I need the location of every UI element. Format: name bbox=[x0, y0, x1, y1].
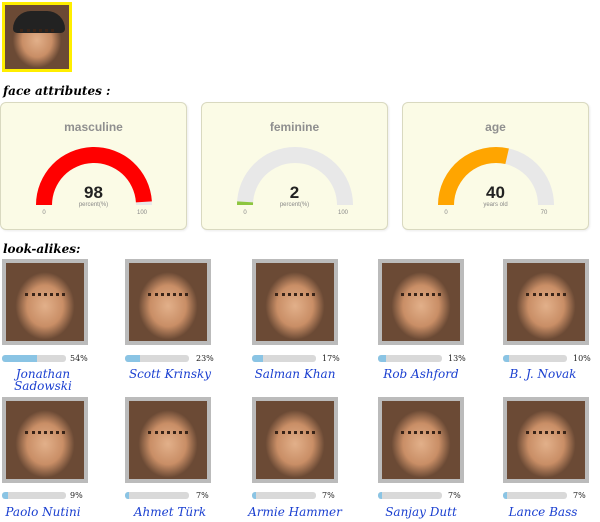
similarity-bar bbox=[252, 492, 316, 499]
gauge-unit: percent(%) bbox=[78, 202, 109, 208]
gauge-min: 0 bbox=[243, 210, 247, 216]
similarity-percent: 23% bbox=[196, 354, 214, 363]
similarity-bar bbox=[503, 355, 567, 362]
look-alike-name[interactable]: Lance Bass bbox=[508, 505, 578, 519]
look-alike-photo-4[interactable] bbox=[378, 259, 464, 345]
similarity-percent: 10% bbox=[573, 354, 591, 363]
look-alike-photo-3[interactable] bbox=[252, 259, 338, 345]
gauge-track bbox=[237, 147, 353, 205]
similarity-percent: 7% bbox=[196, 491, 209, 500]
similarity-bar-fill bbox=[503, 355, 510, 362]
look-alike-photo-1[interactable] bbox=[2, 259, 88, 345]
gauge-unit: percent(%) bbox=[279, 202, 310, 208]
gauge-title: feminine bbox=[269, 120, 320, 134]
face-attributes-label: face attributes : bbox=[3, 84, 111, 98]
gauge-value: 2 bbox=[289, 183, 300, 202]
look-alike-photo-2[interactable] bbox=[125, 259, 211, 345]
look-alike-name[interactable]: Rob Ashford bbox=[383, 367, 459, 381]
gauge-card-age: age 40 years old 0 70 bbox=[402, 102, 589, 230]
look-alike-photo-7[interactable] bbox=[125, 397, 211, 483]
similarity-bar bbox=[2, 492, 66, 499]
look-alike-name[interactable]: Scott Krinsky bbox=[128, 367, 212, 381]
look-alikes-label: look-alikes: bbox=[3, 242, 81, 256]
look-alike-name[interactable]: Sanjay Dutt bbox=[385, 505, 457, 519]
gauge-title: age bbox=[485, 120, 506, 134]
gauge-fill bbox=[237, 201, 254, 205]
similarity-bar-fill bbox=[252, 492, 257, 499]
similarity-bar bbox=[378, 492, 442, 499]
similarity-bar bbox=[503, 492, 567, 499]
similarity-percent: 7% bbox=[573, 491, 586, 500]
gauge-value: 98 bbox=[84, 183, 103, 202]
similarity-bar bbox=[2, 355, 66, 362]
look-alike-photo-6[interactable] bbox=[2, 397, 88, 483]
gauge-masculine bbox=[36, 146, 152, 205]
similarity-percent: 13% bbox=[448, 354, 466, 363]
look-alike-photo-8[interactable] bbox=[252, 397, 338, 483]
look-alike-name[interactable]: Salman Khan bbox=[254, 367, 336, 381]
similarity-bar-fill bbox=[2, 355, 37, 362]
gauge-min: 0 bbox=[42, 210, 46, 216]
similarity-percent: 17% bbox=[322, 354, 340, 363]
similarity-bar-fill bbox=[503, 492, 508, 499]
similarity-bar bbox=[125, 492, 189, 499]
look-alike-name[interactable]: Jonathan Sadowski bbox=[14, 367, 72, 393]
gauge-card-feminine: feminine 2 percent(%) 0 100 bbox=[201, 102, 388, 230]
similarity-percent: 54% bbox=[70, 354, 88, 363]
gauge-feminine bbox=[237, 147, 353, 205]
look-alike-name[interactable]: Paolo Nutini bbox=[5, 505, 81, 519]
main-photo bbox=[2, 2, 72, 72]
similarity-bar-fill bbox=[378, 492, 383, 499]
look-alike-name[interactable]: Ahmet Türk bbox=[133, 505, 207, 519]
gauge-fill bbox=[36, 146, 152, 205]
look-alike-name[interactable]: B. J. Novak bbox=[509, 367, 577, 381]
similarity-bar-fill bbox=[125, 355, 140, 362]
gauge-card-masculine: masculine 98 percent(%) 0 100 bbox=[0, 102, 187, 230]
similarity-bar bbox=[378, 355, 442, 362]
similarity-bar-fill bbox=[378, 355, 387, 362]
gauge-age bbox=[438, 147, 554, 205]
gauge-max: 100 bbox=[337, 210, 348, 216]
gauge-fill bbox=[438, 147, 509, 205]
gauge-max: 100 bbox=[136, 210, 147, 216]
similarity-percent: 7% bbox=[448, 491, 461, 500]
look-alike-photo-5[interactable] bbox=[503, 259, 589, 345]
gauge-unit: years old bbox=[483, 202, 508, 208]
similarity-bar-fill bbox=[125, 492, 130, 499]
similarity-percent: 7% bbox=[322, 491, 335, 500]
gauge-value: 40 bbox=[486, 183, 505, 202]
look-alike-photo-10[interactable] bbox=[503, 397, 589, 483]
gauge-title: masculine bbox=[64, 120, 123, 134]
gauge-min: 0 bbox=[444, 210, 448, 216]
similarity-bar bbox=[252, 355, 316, 362]
similarity-percent: 9% bbox=[70, 491, 83, 500]
similarity-bar-fill bbox=[2, 492, 8, 499]
similarity-bar-fill bbox=[252, 355, 263, 362]
look-alike-photo-9[interactable] bbox=[378, 397, 464, 483]
similarity-bar bbox=[125, 355, 189, 362]
gauge-max: 70 bbox=[540, 210, 548, 216]
look-alike-name[interactable]: Armie Hammer bbox=[248, 505, 342, 519]
cap-shape bbox=[13, 11, 65, 33]
